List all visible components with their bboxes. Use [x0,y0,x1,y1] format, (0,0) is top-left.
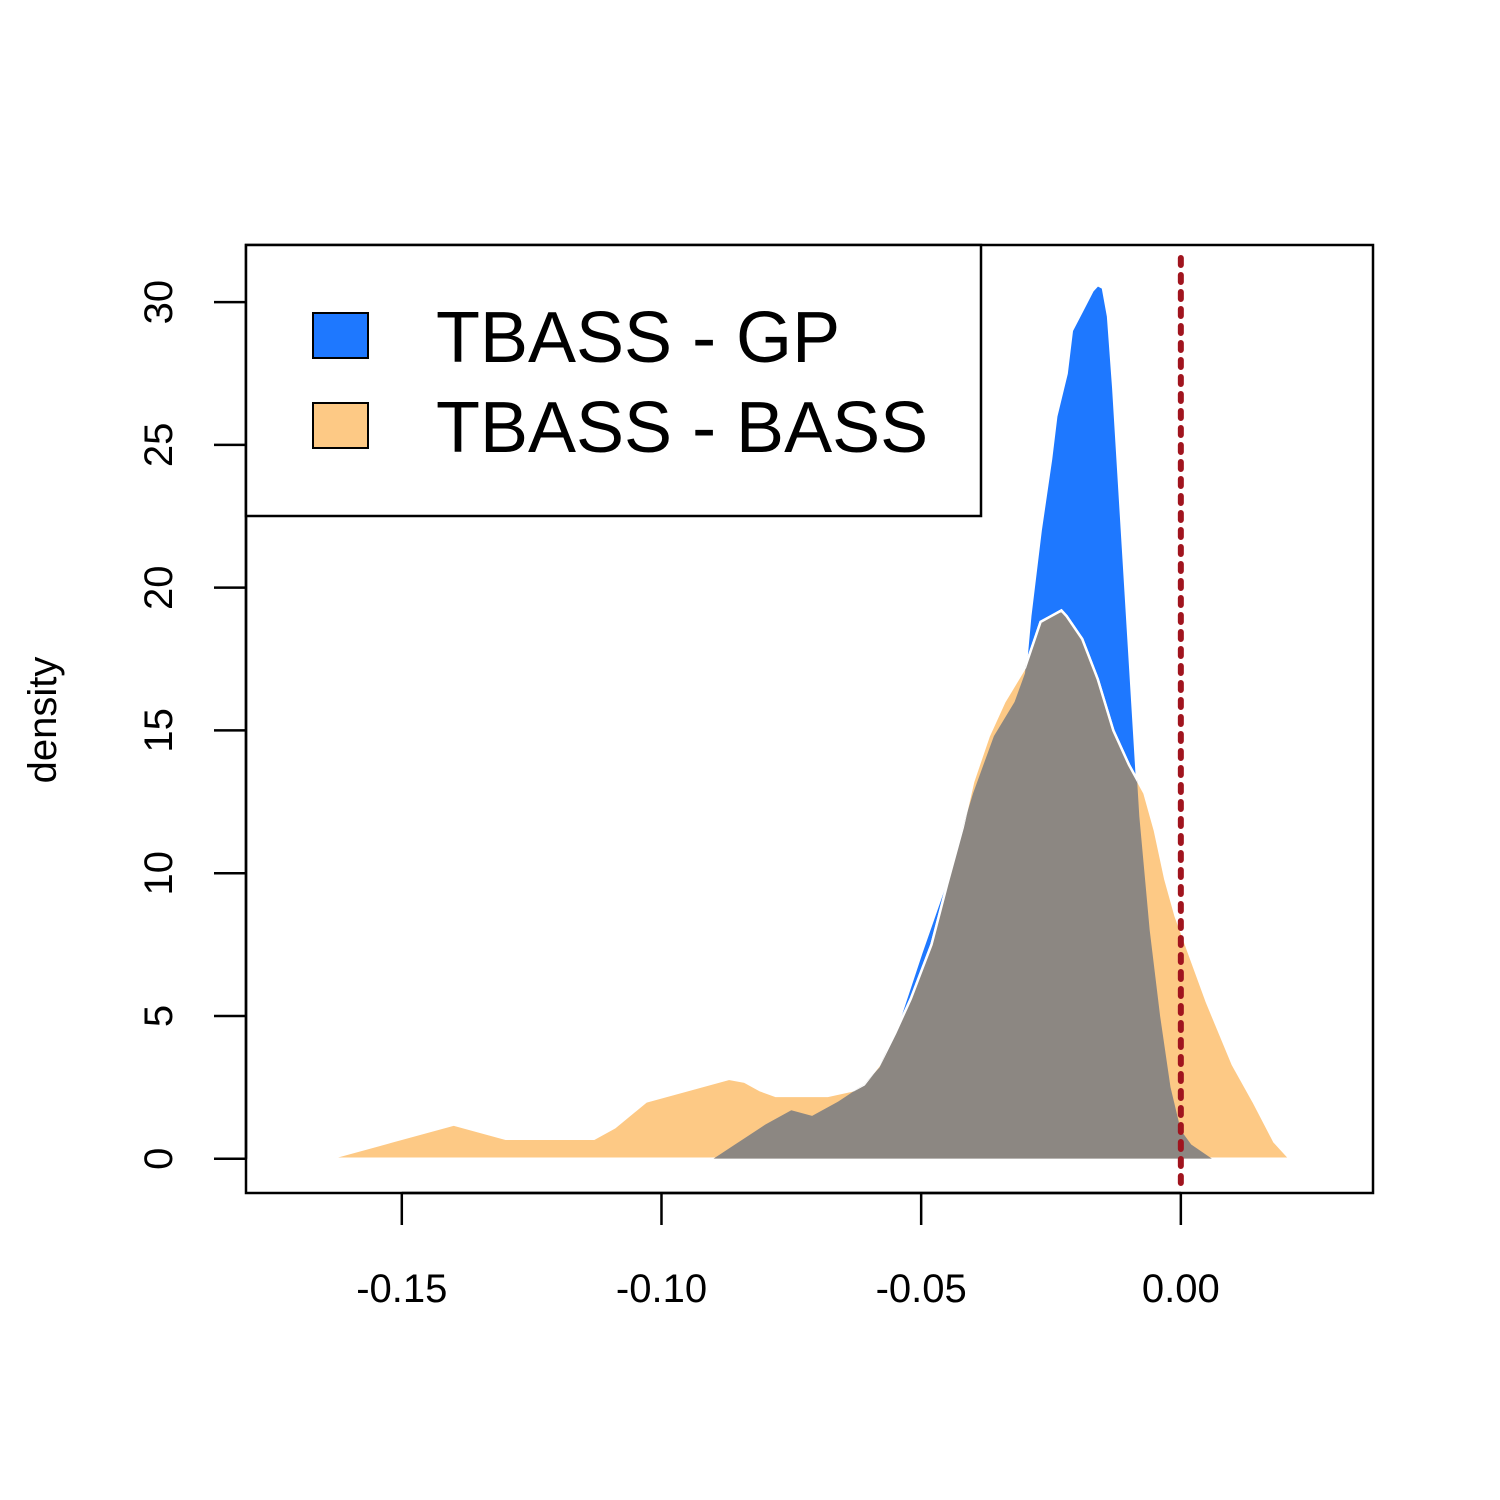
legend-label-tbass-gp: TBASS - GP [436,298,840,378]
legend-label-tbass-bass: TBASS - BASS [436,388,928,468]
y-tick-label: 5 [137,1005,181,1027]
legend-box [244,243,983,518]
x-axis: -0.15 -0.10 -0.05 0.00 [356,1191,1220,1311]
x-tick-label: 0.00 [1142,1267,1220,1311]
x-tick-label: -0.05 [876,1267,967,1311]
y-tick-label: 25 [137,423,181,468]
legend: TBASS - GP TBASS - BASS [244,243,983,518]
legend-swatch-tbass-gp [312,312,369,359]
y-tick-label: 10 [137,851,181,896]
density-areas [328,283,1293,1160]
x-tick-label: -0.10 [616,1267,707,1311]
y-tick-label: 20 [137,565,181,610]
y-axis-label: density [21,657,65,784]
x-tick-label: -0.15 [356,1267,447,1311]
area-overlap [713,610,1212,1159]
legend-swatch-tbass-bass [312,402,369,449]
y-tick-label: 30 [137,280,181,325]
y-tick-label: 15 [137,708,181,753]
y-tick-label: 0 [137,1148,181,1170]
y-axis: 0 5 10 15 20 25 30 [137,280,248,1170]
